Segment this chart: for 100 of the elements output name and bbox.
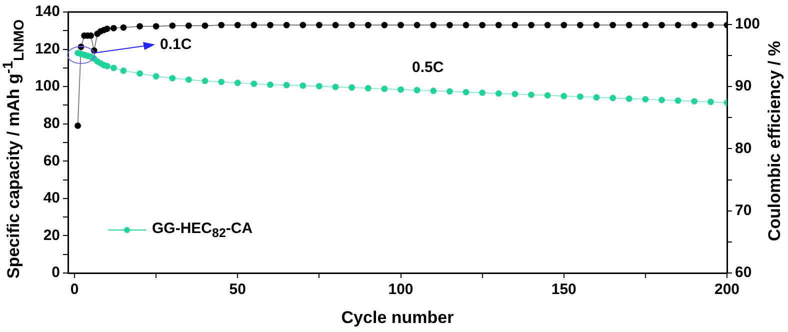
point: [104, 26, 110, 32]
point: [250, 80, 258, 87]
point: [120, 24, 127, 31]
point: [283, 22, 290, 28]
y2-tick-label: 90: [735, 78, 752, 95]
point: [446, 22, 453, 28]
point: [348, 84, 356, 91]
annotation: 0.5C: [412, 59, 444, 76]
point: [462, 22, 470, 28]
y-tick-label: 40: [43, 190, 60, 207]
point: [202, 78, 208, 84]
legend-label: GG-HEC$_{82}$-CA: [152, 220, 253, 240]
y-tick-label: 80: [43, 115, 60, 132]
point: [300, 22, 306, 28]
x-tick-label: 100: [388, 281, 414, 298]
point: [152, 73, 160, 80]
point: [250, 22, 258, 28]
point: [691, 98, 698, 104]
point: [398, 86, 404, 93]
point: [528, 92, 534, 98]
point: [120, 68, 127, 74]
point: [110, 24, 117, 32]
point: [332, 84, 339, 90]
point: [544, 22, 551, 28]
y-tick-label: 60: [43, 152, 60, 170]
annotation: 0.1C: [160, 36, 192, 53]
point: [576, 22, 584, 28]
point: [136, 23, 143, 30]
point: [593, 22, 600, 28]
point: [446, 88, 453, 95]
point: [202, 22, 208, 29]
point: [462, 88, 470, 96]
point: [267, 22, 274, 28]
y2-axis-title: Coulombic efficiency / %: [765, 40, 785, 241]
point: [316, 83, 322, 90]
point: [479, 90, 486, 96]
point: [136, 70, 143, 77]
point: [381, 22, 388, 28]
point: [707, 22, 714, 28]
y-tick-label: 100: [34, 78, 60, 95]
point: [283, 82, 290, 88]
point: [169, 74, 176, 82]
point: [495, 22, 502, 28]
point: [691, 22, 698, 28]
point: [234, 80, 241, 86]
x-tick-label: 200: [714, 281, 740, 298]
y-tick-label: 0: [52, 264, 60, 282]
point: [364, 85, 372, 92]
point: [512, 22, 518, 28]
point: [218, 78, 225, 86]
point: [414, 22, 420, 28]
point: [576, 93, 584, 100]
x-tick-label: 150: [551, 281, 576, 298]
point: [674, 97, 682, 104]
x-tick-label: 50: [229, 281, 246, 298]
x-tick-label: 0: [70, 281, 79, 298]
point: [593, 94, 600, 101]
point: [218, 22, 225, 28]
y2-tick-label: 70: [735, 202, 752, 219]
point: [316, 22, 322, 28]
point: [544, 92, 551, 99]
point: [560, 22, 568, 28]
point: [186, 22, 192, 29]
point: [348, 22, 356, 28]
point: [610, 94, 616, 102]
point: [430, 88, 437, 94]
point: [658, 96, 665, 104]
point: [364, 22, 372, 28]
point: [560, 92, 568, 100]
point: [332, 22, 339, 28]
point: [152, 23, 160, 30]
y2-tick-label: 80: [735, 140, 752, 157]
point: [674, 22, 682, 28]
point: [610, 22, 616, 28]
y2-tick-label: 100: [735, 16, 760, 33]
y-tick-label: 20: [43, 226, 60, 244]
point: [104, 62, 110, 70]
y2-tick-label: 60: [735, 264, 752, 282]
point: [74, 122, 81, 129]
point: [186, 76, 192, 83]
y-tick-label: 120: [34, 40, 60, 58]
point: [267, 82, 274, 88]
x-axis-title: Cycle number: [341, 308, 454, 328]
point: [234, 22, 241, 28]
point: [398, 22, 404, 28]
point: [495, 90, 502, 97]
point: [528, 22, 534, 28]
point: [642, 96, 649, 102]
point: [626, 22, 632, 28]
point: [479, 22, 486, 28]
point: [512, 90, 518, 98]
point: [169, 22, 176, 29]
point: [300, 82, 306, 89]
point: [110, 64, 117, 72]
point: [707, 98, 714, 106]
point: [642, 22, 649, 28]
point: [626, 95, 632, 102]
point: [430, 22, 437, 28]
point: [381, 86, 388, 92]
point: [658, 22, 665, 28]
